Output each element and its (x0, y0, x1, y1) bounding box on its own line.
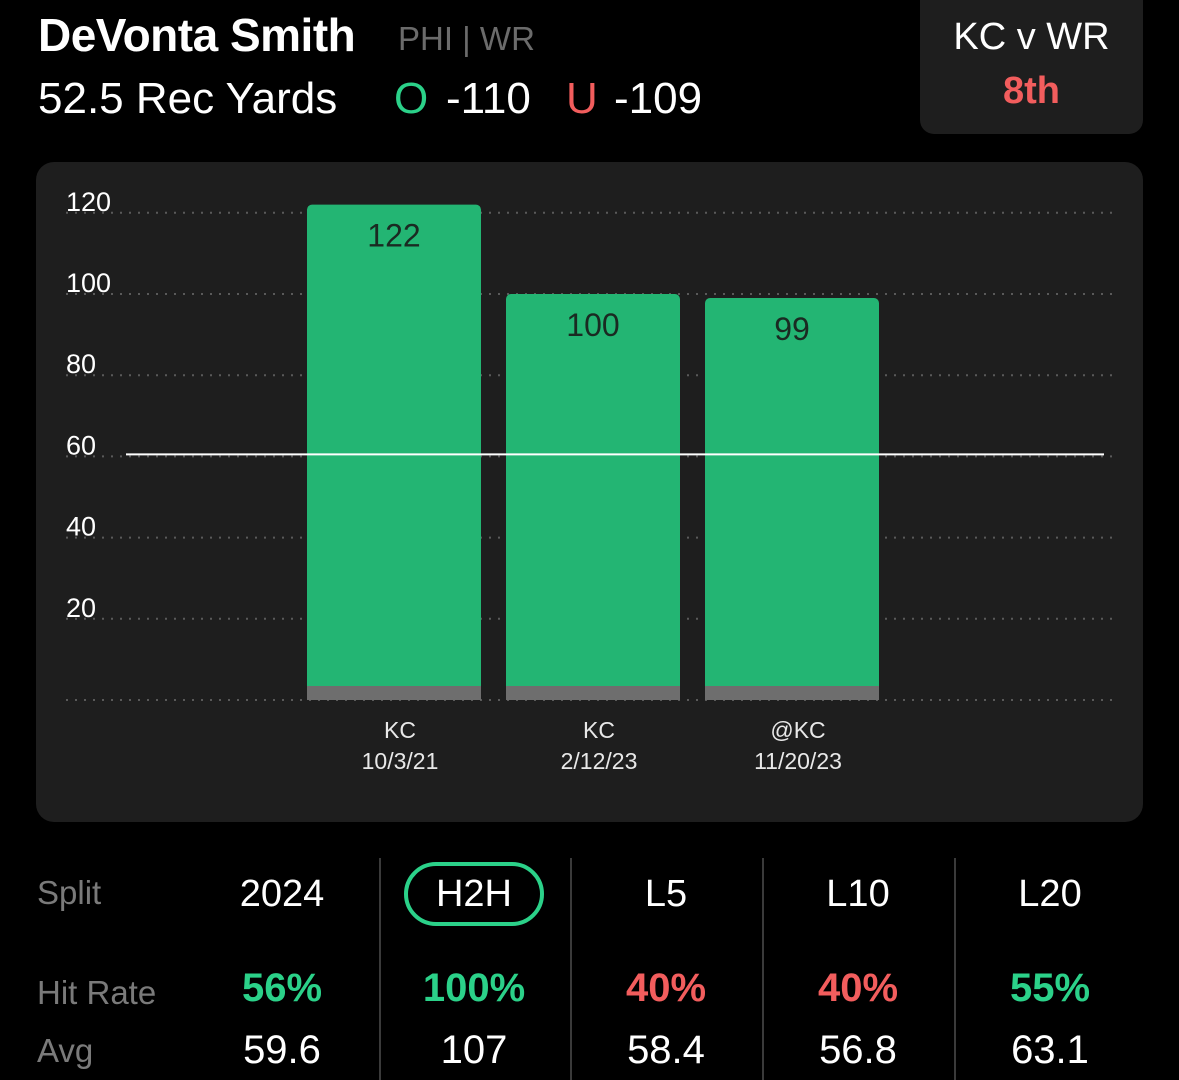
avg-h2h: 107 (440, 1028, 508, 1072)
y-tick-label: 20 (66, 593, 96, 623)
column-divider (762, 858, 764, 1080)
avg-2024: 59.6 (243, 1028, 321, 1072)
bar-base (307, 686, 481, 700)
x-tick-date: 11/20/23 (754, 748, 842, 774)
bar (307, 204, 481, 700)
column-divider (954, 858, 956, 1080)
stats-table: Split Hit Rate Avg 2024 56% 59.6 H2H 100… (0, 856, 1179, 1080)
avg-l20: 63.1 (1011, 1028, 1089, 1072)
prop-line: 52.5 Rec Yards (38, 74, 338, 123)
bar-base (506, 686, 680, 700)
bar-data-label: 99 (774, 311, 810, 347)
x-tick-date: 2/12/23 (561, 748, 638, 774)
over-label[interactable]: O (394, 74, 429, 123)
split-tab-2024[interactable]: 2024 (239, 873, 325, 915)
x-tick-opponent: @KC (770, 717, 825, 743)
bar-chart: 20 40 60 80 100 120 122 KC 10/3/21 100 KC 2/12/23 99… (66, 187, 1116, 774)
split-tab-l10[interactable]: L10 (826, 873, 890, 915)
bar-data-label: 122 (367, 218, 420, 254)
split-tab-l5[interactable]: L5 (644, 873, 688, 915)
split-tab-l20[interactable]: L20 (1018, 873, 1082, 915)
avg-l5: 58.4 (627, 1028, 705, 1072)
hit-rate-l5: 40% (625, 966, 707, 1010)
split-label: Split (37, 874, 102, 911)
under-label[interactable]: U (566, 74, 598, 123)
avg-label: Avg (37, 1032, 94, 1069)
bar-data-label: 100 (566, 307, 619, 343)
x-tick-date: 10/3/21 (362, 748, 439, 774)
y-tick-label: 60 (66, 430, 96, 460)
bar (506, 294, 680, 700)
bar-base (705, 686, 879, 700)
column-divider (570, 858, 572, 1080)
column-divider (379, 858, 381, 1080)
split-tab-h2h[interactable]: H2H (404, 862, 544, 926)
y-tick-label: 80 (66, 349, 96, 379)
x-tick-opponent: KC (384, 717, 416, 743)
y-tick-label: 100 (66, 268, 111, 298)
hit-rate-l10: 40% (817, 966, 899, 1010)
y-tick-label: 40 (66, 512, 96, 542)
hit-rate-2024: 56% (241, 966, 323, 1010)
matchup-rank: 8th (1003, 70, 1060, 112)
under-odds[interactable]: -109 (614, 74, 703, 123)
hit-rate-label: Hit Rate (37, 974, 157, 1011)
avg-l10: 56.8 (819, 1028, 897, 1072)
over-odds[interactable]: -110 (446, 74, 531, 123)
hit-rate-h2h: 100% (422, 966, 526, 1010)
player-name: DeVonta Smith (38, 9, 356, 61)
matchup-card[interactable]: KC v WR 8th (920, 0, 1143, 134)
bar (705, 298, 879, 700)
y-tick-label: 120 (66, 187, 111, 217)
matchup-title: KC v WR (953, 16, 1110, 58)
chart-card: 20 40 60 80 100 120 122 KC 10/3/21 100 KC 2/12/23 99… (36, 162, 1143, 822)
hit-rate-l20: 55% (1009, 966, 1091, 1010)
x-tick-opponent: KC (583, 717, 615, 743)
team-position: PHI | WR (398, 20, 535, 57)
